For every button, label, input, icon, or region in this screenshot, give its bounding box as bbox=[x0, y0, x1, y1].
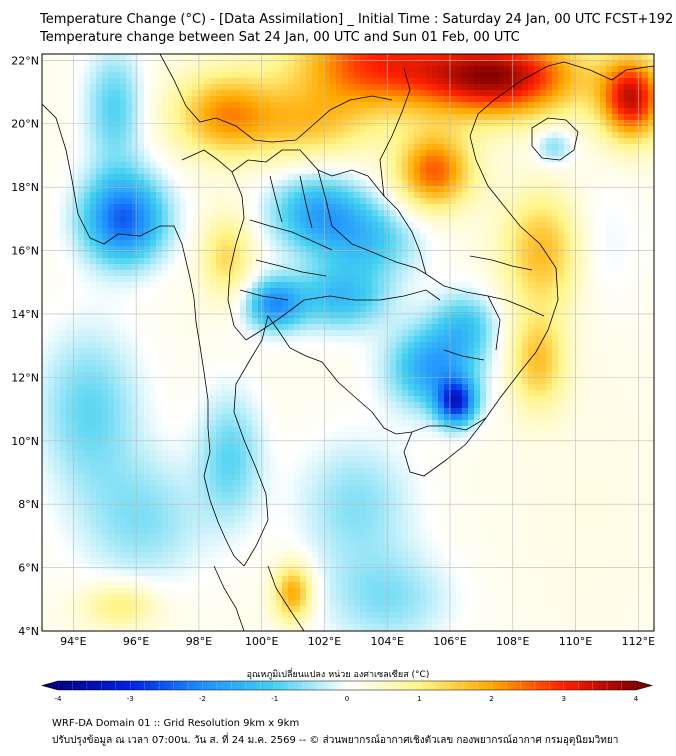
footer-credit: ปรับปรุงข้อมูล ณ เวลา 07:00น. วัน ส. ที่… bbox=[52, 735, 619, 746]
latitude-labels: 22°N 20°N 18°N 16°N 14°N 12°N 10°N 8°N 6°N 4°N bbox=[11, 54, 39, 638]
lat-tick-label: 8°N bbox=[18, 498, 39, 511]
lat-tick-label: 10°N bbox=[11, 435, 39, 448]
lon-tick-label: 102°E bbox=[308, 635, 341, 648]
colorbar-max-arrow bbox=[636, 681, 652, 690]
lon-tick-label: 104°E bbox=[371, 635, 404, 648]
colorbar-tick-label: -4 bbox=[55, 695, 63, 703]
lon-tick-label: 96°E bbox=[123, 635, 149, 648]
lat-tick-label: 6°N bbox=[18, 562, 39, 575]
lat-tick-label: 20°N bbox=[11, 118, 39, 131]
colorbar: -4 -3 -2 -1 0 1 2 3 4 bbox=[40, 680, 654, 703]
lat-tick-label: 14°N bbox=[11, 308, 39, 321]
longitude-labels: 94°E 96°E 98°E 100°E 102°E 104°E 106°E 108°E 110… bbox=[60, 635, 655, 648]
lat-tick-label: 4°N bbox=[18, 625, 39, 638]
lon-tick-label: 108°E bbox=[496, 635, 529, 648]
colorbar-tick-label: 1 bbox=[417, 695, 421, 703]
colorbar-min-arrow bbox=[42, 681, 58, 690]
lat-tick-label: 22°N bbox=[11, 54, 39, 67]
lat-tick-label: 16°N bbox=[11, 245, 39, 258]
chart-subtitle: Temperature change between Sat 24 Jan, 0… bbox=[40, 30, 520, 45]
lat-tick-label: 18°N bbox=[11, 181, 39, 194]
colorbar-tick-label: 3 bbox=[562, 695, 566, 703]
temperature-field bbox=[42, 54, 654, 631]
lon-tick-label: 98°E bbox=[186, 635, 212, 648]
plot-frame bbox=[41, 53, 655, 632]
colorbar-tick-label: -3 bbox=[127, 695, 134, 703]
lon-tick-label: 106°E bbox=[433, 635, 466, 648]
lon-tick-label: 100°E bbox=[245, 635, 278, 648]
coastlines-borders bbox=[42, 54, 654, 631]
colorbar-tick-label: 2 bbox=[489, 695, 493, 703]
lon-tick-label: 94°E bbox=[60, 635, 86, 648]
colorbar-tick-label: -1 bbox=[271, 695, 278, 703]
lon-tick-label: 112°E bbox=[622, 635, 655, 648]
lat-tick-label: 12°N bbox=[11, 371, 39, 384]
colorbar-tick-label: 0 bbox=[345, 695, 349, 703]
chart-title: Temperature Change (°C) - [Data Assimila… bbox=[40, 12, 674, 27]
colorbar-title: อุณหภูมิเปลี่ยนแปลง หน่วย องศาเซลเซียส (… bbox=[246, 670, 430, 680]
lon-tick-label: 110°E bbox=[559, 635, 592, 648]
colorbar-tick-label: 4 bbox=[634, 695, 639, 703]
footer-model-info: WRF-DA Domain 01 :: Grid Resolution 9km … bbox=[52, 718, 300, 729]
grid-lines bbox=[42, 54, 654, 631]
colorbar-gradient bbox=[58, 681, 636, 690]
colorbar-tick-label: -2 bbox=[199, 695, 206, 703]
